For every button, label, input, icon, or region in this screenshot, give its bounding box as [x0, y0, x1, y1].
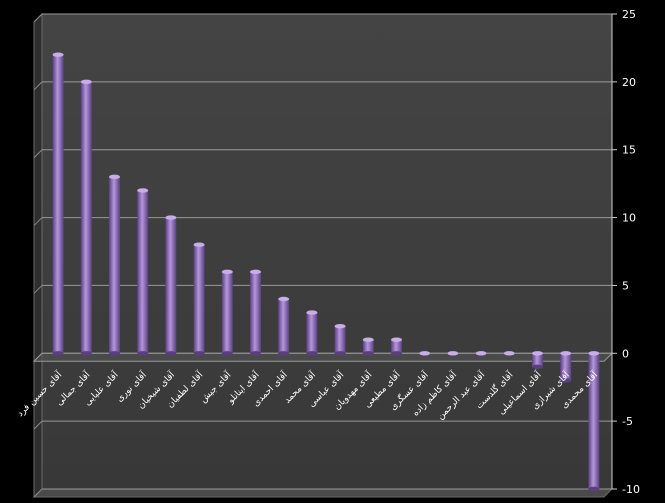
bar: [109, 174, 120, 356]
bar: [588, 351, 600, 492]
bar-top-cap: [221, 269, 233, 275]
bar-top-cap: [391, 337, 402, 342]
bar-body: [52, 54, 64, 354]
bar-bottom-cap: [334, 351, 346, 356]
gridline-depth: [33, 488, 43, 498]
bar-top-cap: [475, 351, 487, 356]
bar-bottom-cap: [306, 351, 318, 356]
bar-bottom-cap: [532, 364, 543, 370]
bar-bottom-cap: [52, 351, 64, 356]
bar-body: [109, 176, 120, 354]
bar-body: [362, 339, 374, 354]
bar: [560, 351, 572, 383]
bar: [306, 310, 318, 356]
bar-top-cap: [165, 215, 177, 220]
bar: [503, 351, 515, 356]
y-tick-label: 15: [622, 144, 636, 157]
bar: [80, 79, 92, 356]
bar: [362, 337, 374, 356]
gridline-depth: [33, 420, 43, 430]
bar: [334, 323, 346, 356]
y-tick-label: 20: [622, 76, 636, 89]
bar: [391, 337, 402, 356]
bar-top-cap: [560, 351, 572, 356]
bar-body: [391, 339, 402, 354]
bar: [52, 52, 64, 356]
y-tick-label: 0: [622, 347, 629, 360]
gridline-depth: [33, 81, 43, 91]
bar-bottom-cap: [165, 351, 177, 356]
plot-floor: [32, 488, 614, 498]
bar-body: [532, 353, 543, 367]
bar: [447, 351, 459, 356]
bar-bottom-cap: [362, 351, 374, 356]
bar: [532, 351, 543, 370]
bar-body: [588, 353, 600, 489]
bar-top-cap: [137, 188, 149, 193]
y-tick-label: -10: [622, 483, 640, 496]
bar: [165, 215, 177, 356]
bar-top-cap: [447, 351, 459, 356]
bar-bottom-cap: [250, 351, 261, 356]
zero-floor: [32, 352, 614, 362]
gridline-depth: [33, 149, 43, 159]
bar-bottom-cap: [109, 351, 120, 356]
bar-bottom-cap: [391, 351, 402, 356]
bar-bottom-cap: [560, 378, 572, 383]
bar: [250, 269, 261, 356]
bar-top-cap: [334, 323, 346, 329]
y-tick-label: -5: [622, 415, 633, 428]
bar-top-cap: [278, 296, 290, 302]
bar-body: [221, 271, 233, 354]
bar-body: [137, 190, 149, 354]
bar-body: [334, 326, 346, 354]
bar-top-cap: [588, 351, 600, 356]
bar-bottom-cap: [278, 351, 290, 356]
bar-top-cap: [306, 310, 318, 315]
bar-body: [250, 271, 261, 354]
bar-top-cap: [109, 174, 120, 180]
y-tick-label: 25: [622, 8, 636, 21]
bar-top-cap: [250, 269, 261, 275]
y-tick-label: 5: [622, 279, 629, 292]
bar-bottom-cap: [193, 351, 205, 356]
bar-bottom-cap: [80, 351, 92, 356]
bar: [193, 242, 205, 356]
bar-top-cap: [80, 79, 92, 85]
bar-top-cap: [532, 351, 543, 356]
bar-body: [306, 312, 318, 354]
bar-top-cap: [193, 242, 205, 247]
bar-bottom-cap: [221, 351, 233, 356]
bar-top-cap: [419, 351, 431, 356]
bar-body: [80, 81, 92, 354]
bar-body: [278, 299, 290, 354]
bar-body: [560, 353, 572, 381]
bar-body: [165, 217, 177, 354]
bar: [137, 188, 149, 356]
bar-bottom-cap: [137, 351, 149, 356]
gridline-depth: [33, 217, 43, 226]
bar: [419, 351, 431, 356]
bar: [475, 351, 487, 356]
gridline-depth: [33, 13, 43, 23]
bar-top-cap: [503, 351, 515, 356]
bar: [221, 269, 233, 356]
bar: [278, 296, 290, 356]
bar-body: [193, 244, 205, 354]
bar-bottom-cap: [588, 486, 600, 492]
bar-top-cap: [52, 52, 64, 57]
gridline-depth: [33, 285, 43, 294]
plot-wall: [41, 13, 613, 490]
bar-top-cap: [362, 337, 374, 342]
y-tick-label: 10: [622, 212, 636, 225]
